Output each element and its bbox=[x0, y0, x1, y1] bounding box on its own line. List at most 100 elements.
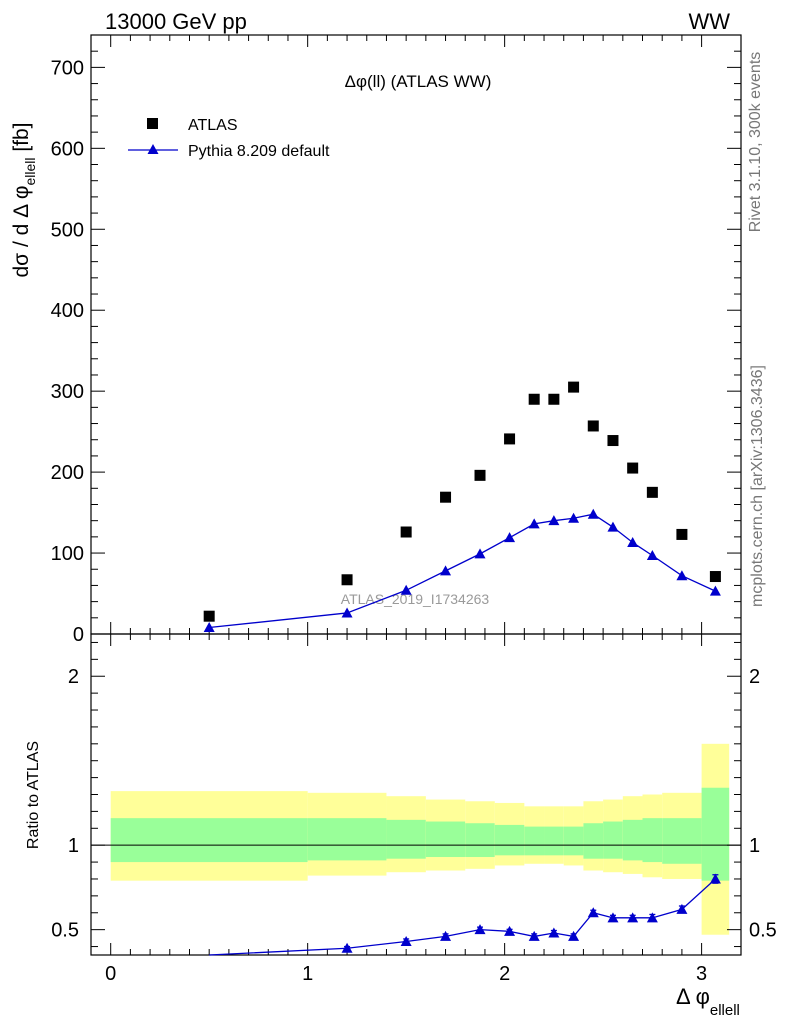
y-label-sub: ellell bbox=[22, 158, 38, 186]
x-label-sub: ellell bbox=[710, 1002, 740, 1019]
plot-title: Δφ(ll) (ATLAS WW) bbox=[345, 72, 492, 91]
atlas-data-point bbox=[528, 393, 540, 405]
atlas-data-point bbox=[607, 435, 619, 447]
analysis-watermark: ATLAS_2019_I1734263 bbox=[341, 591, 490, 607]
pythia-data-point bbox=[676, 570, 688, 581]
pythia-data-point bbox=[203, 622, 215, 633]
header-energy: 13000 GeV pp bbox=[105, 9, 247, 34]
y-label-unit: [fb] bbox=[10, 122, 33, 157]
atlas-data-point bbox=[203, 610, 215, 622]
uncertainty-band-green bbox=[701, 787, 730, 881]
main-y-tick-label: 0 bbox=[73, 624, 84, 646]
main-y-tick-label: 300 bbox=[51, 381, 84, 403]
uncertainty-band-green bbox=[110, 818, 308, 863]
main-y-tick-label: 500 bbox=[51, 219, 84, 241]
main-y-tick-label: 600 bbox=[51, 138, 84, 160]
y-label-main: dσ / d Δ φ bbox=[10, 186, 33, 278]
ratio-data-point bbox=[676, 903, 688, 914]
atlas-data-point bbox=[709, 571, 721, 583]
ratio-series-line bbox=[209, 878, 716, 956]
ratio-y-tick-label: 1 bbox=[68, 835, 79, 857]
ratio-data-point bbox=[607, 912, 619, 923]
rivet-version-label: Rivet 3.1.10, 300k events bbox=[747, 52, 764, 233]
pythia-data-point bbox=[400, 584, 412, 595]
ratio-y-axis-label: Ratio to ATLAS bbox=[25, 741, 42, 849]
uncertainty-band-green bbox=[642, 818, 663, 863]
pythia-data-point bbox=[607, 521, 619, 532]
ratio-data-point bbox=[627, 912, 639, 923]
uncertainty-band-green bbox=[662, 818, 702, 864]
atlas-data-point bbox=[627, 462, 639, 474]
pythia-data-point bbox=[504, 532, 516, 543]
atlas-data-point bbox=[474, 469, 486, 481]
atlas-data-point bbox=[646, 486, 658, 498]
legend-pythia-label: Pythia 8.209 default bbox=[188, 143, 330, 160]
pythia-data-point bbox=[474, 548, 486, 559]
uncertainty-band-green bbox=[563, 826, 584, 856]
atlas-data-point bbox=[504, 433, 516, 445]
pythia-data-point bbox=[627, 537, 639, 548]
atlas-data-point bbox=[440, 491, 452, 503]
x-tick-label: 1 bbox=[302, 963, 313, 985]
pythia-data-point bbox=[440, 565, 452, 576]
main-y-tick-label: 400 bbox=[51, 300, 84, 322]
uncertainty-band-green bbox=[603, 821, 623, 859]
ratio-plot: 0.5 0.5 1 1 2 2 0 1 2 3 Ratio to ATLAS Δ φellell bbox=[25, 633, 777, 1019]
ratio-y-tick-label-right: 2 bbox=[749, 666, 760, 688]
ratio-y-tick-label: 2 bbox=[68, 666, 79, 688]
header-process: WW bbox=[688, 9, 730, 34]
ratio-data-point bbox=[646, 912, 658, 923]
atlas-data-point bbox=[676, 528, 688, 540]
pythia-data-point bbox=[646, 549, 658, 560]
main-y-tick-label: 100 bbox=[51, 543, 84, 565]
uncertainty-band-green bbox=[307, 818, 387, 861]
uncertainty-band-green bbox=[465, 823, 495, 858]
x-axis-label: Δ φellell bbox=[676, 984, 740, 1019]
uncertainty-band-green bbox=[544, 826, 564, 856]
pythia-data-point bbox=[341, 607, 353, 618]
main-y-tick-label: 700 bbox=[51, 57, 84, 79]
main-plot: 0 100 200 300 400 500 600 700 dσ / d Δ φellell [… bbox=[10, 34, 742, 646]
legend-atlas-label: ATLAS bbox=[188, 117, 238, 134]
x-tick-label: 3 bbox=[696, 963, 707, 985]
pythia-data-point bbox=[587, 508, 599, 519]
x-tick-label: 0 bbox=[105, 963, 116, 985]
main-y-tick-label: 200 bbox=[51, 462, 84, 484]
ratio-data-point bbox=[474, 924, 486, 935]
uncertainty-band-green bbox=[524, 826, 545, 856]
pythia-data-point bbox=[568, 512, 580, 523]
atlas-data-point bbox=[400, 526, 412, 538]
ratio-y-tick-label-right: 0.5 bbox=[749, 920, 777, 942]
ratio-y-tick-label-right: 1 bbox=[749, 835, 760, 857]
ratio-y-tick-label: 0.5 bbox=[51, 920, 79, 942]
ratio-data-point bbox=[528, 930, 540, 941]
uncertainty-band-green bbox=[425, 821, 466, 858]
x-label-main: Δ φ bbox=[676, 984, 710, 1009]
ratio-data-point bbox=[709, 873, 721, 884]
ratio-data-point bbox=[587, 907, 599, 918]
ratio-data-point bbox=[504, 925, 516, 936]
pythia-data-point bbox=[709, 585, 721, 596]
ratio-data-point bbox=[568, 930, 580, 941]
pythia-data-point bbox=[548, 515, 560, 526]
uncertainty-band-green bbox=[583, 823, 604, 859]
uncertainty-band-green bbox=[386, 819, 426, 859]
ratio-data-point bbox=[440, 930, 452, 941]
atlas-data-point bbox=[341, 574, 353, 586]
uncertainty-band-green bbox=[622, 819, 643, 861]
main-y-axis-label: dσ / d Δ φellell [fb] bbox=[10, 122, 38, 277]
ratio-data-point bbox=[548, 927, 560, 938]
pythia-series-line bbox=[209, 513, 716, 629]
atlas-data-point bbox=[587, 420, 599, 432]
atlas-data-point bbox=[568, 381, 580, 393]
x-tick-label: 2 bbox=[499, 963, 510, 985]
legend-atlas-marker bbox=[147, 118, 158, 129]
ratio-data-point bbox=[400, 935, 412, 946]
legend-pythia-marker bbox=[147, 144, 159, 154]
pythia-data-point bbox=[528, 518, 540, 529]
mcplots-credit: mcplots.cern.ch [arXiv:1306.3436] bbox=[749, 365, 766, 607]
ratio-data-point bbox=[341, 942, 353, 953]
atlas-data-point bbox=[548, 393, 560, 405]
uncertainty-band-green bbox=[494, 824, 525, 856]
